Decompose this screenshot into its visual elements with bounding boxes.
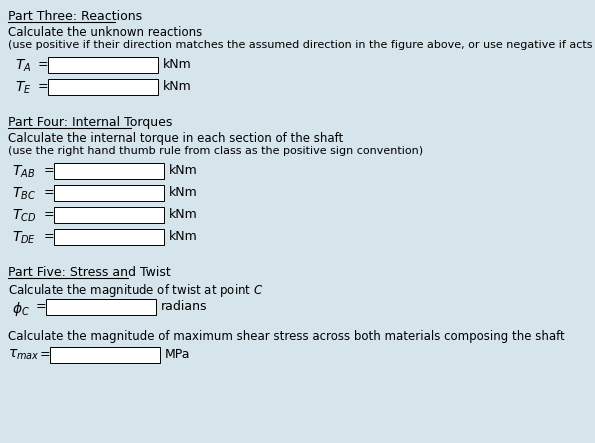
Bar (54, 229, 164, 245)
Text: =: = (38, 58, 49, 71)
Text: $T_{CD}$: $T_{CD}$ (12, 208, 36, 225)
Text: =: = (40, 348, 51, 361)
Text: kNm: kNm (163, 58, 192, 71)
Text: Calculate the unknown reactions: Calculate the unknown reactions (8, 26, 202, 39)
Bar (54, 163, 164, 179)
Text: kNm: kNm (163, 80, 192, 93)
Bar (54, 207, 164, 223)
Text: $T_A$: $T_A$ (15, 58, 32, 74)
Text: Part Five: Stress and Twist: Part Five: Stress and Twist (8, 266, 171, 279)
Text: =: = (44, 208, 55, 221)
Text: Calculate the magnitude of maximum shear stress across both materials composing : Calculate the magnitude of maximum shear… (8, 330, 565, 343)
Text: $T_{BC}$: $T_{BC}$ (12, 186, 36, 202)
Text: radians: radians (161, 300, 208, 313)
Text: (use positive if their direction matches the assumed direction in the figure abo: (use positive if their direction matches… (8, 40, 595, 50)
Text: $\tau_{max}$: $\tau_{max}$ (8, 348, 40, 362)
Text: =: = (44, 186, 55, 199)
Text: Calculate the magnitude of twist at point $C$: Calculate the magnitude of twist at poin… (8, 282, 264, 299)
Text: (use the right hand thumb rule from class as the positive sign convention): (use the right hand thumb rule from clas… (8, 146, 423, 156)
Text: =: = (38, 80, 49, 93)
Text: $\phi_C$: $\phi_C$ (12, 300, 30, 318)
Text: kNm: kNm (169, 230, 198, 243)
Text: $T_E$: $T_E$ (15, 80, 32, 97)
Text: Calculate the internal torque in each section of the shaft: Calculate the internal torque in each se… (8, 132, 343, 145)
Text: $T_{AB}$: $T_{AB}$ (12, 164, 35, 180)
Bar (54, 185, 164, 201)
Text: =: = (44, 164, 55, 177)
Text: Part Three: Reactions: Part Three: Reactions (8, 10, 142, 23)
Bar (48, 79, 158, 95)
Text: $T_{DE}$: $T_{DE}$ (12, 230, 36, 246)
Text: Part Four: Internal Torques: Part Four: Internal Torques (8, 116, 173, 129)
Bar (46, 299, 156, 315)
Text: kNm: kNm (169, 164, 198, 177)
Bar (50, 347, 160, 363)
Text: MPa: MPa (165, 348, 190, 361)
Text: kNm: kNm (169, 208, 198, 221)
Text: =: = (44, 230, 55, 243)
Text: kNm: kNm (169, 186, 198, 199)
Bar (48, 57, 158, 73)
Text: =: = (36, 300, 46, 313)
